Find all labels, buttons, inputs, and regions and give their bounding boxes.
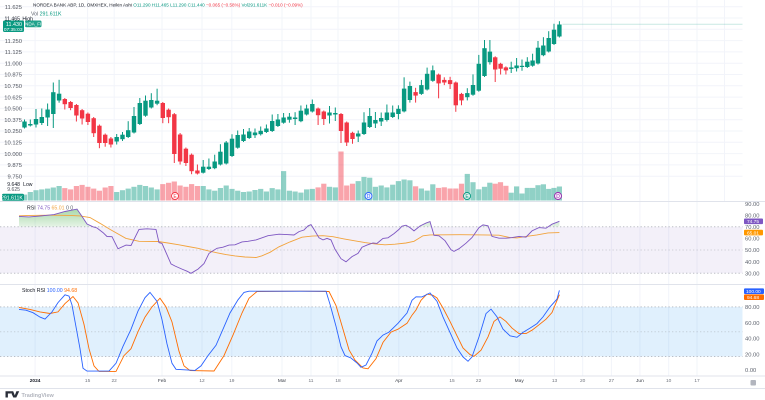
svg-text:40.00: 40.00 (745, 337, 760, 343)
svg-text:80.00: 80.00 (745, 213, 760, 219)
svg-text:18: 18 (335, 378, 341, 384)
svg-text:TradingView: TradingView (22, 393, 55, 399)
svg-text:10.500: 10.500 (4, 107, 22, 113)
svg-text:07:35:03: 07:35:03 (4, 27, 23, 33)
svg-text:11: 11 (309, 378, 314, 384)
svg-text:22: 22 (112, 378, 118, 384)
svg-text:E: E (465, 194, 469, 200)
svg-text:Feb: Feb (158, 378, 167, 384)
svg-text:9.648: 9.648 (7, 182, 20, 188)
svg-text:65.01: 65.01 (747, 231, 759, 237)
svg-text:20: 20 (580, 378, 586, 384)
svg-text:12: 12 (199, 378, 205, 384)
svg-text:74.75: 74.75 (747, 219, 759, 225)
svg-text:10.375: 10.375 (4, 118, 22, 124)
svg-text:15: 15 (85, 378, 91, 384)
svg-text:22: 22 (476, 378, 482, 384)
svg-text:10.875: 10.875 (4, 73, 22, 79)
svg-text:0.00: 0.00 (745, 368, 756, 374)
svg-text:11.430: 11.430 (6, 22, 22, 28)
svg-text:10.250: 10.250 (4, 129, 22, 135)
svg-text:10.125: 10.125 (4, 141, 22, 147)
svg-text:NORDEA BANK ABP, 1D, OMXHEX, H: NORDEA BANK ABP, 1D, OMXHEX, Heikin Ashi… (33, 3, 303, 8)
svg-text:100.00: 100.00 (746, 289, 761, 295)
svg-text:11.000: 11.000 (5, 61, 22, 67)
svg-text:70.00: 70.00 (745, 225, 760, 231)
svg-text:Jun: Jun (636, 378, 644, 384)
svg-text:27: 27 (609, 378, 615, 384)
svg-text:Apr: Apr (395, 378, 403, 384)
svg-text:High: High (22, 17, 33, 23)
svg-text:50.00: 50.00 (745, 248, 760, 254)
svg-text:10: 10 (666, 378, 672, 384)
svg-text:90.00: 90.00 (745, 202, 760, 208)
svg-text:15: 15 (449, 378, 455, 384)
svg-text:D: D (556, 194, 560, 200)
svg-text:9.625: 9.625 (7, 187, 20, 193)
svg-text:Low: Low (23, 182, 33, 188)
svg-text:11.250: 11.250 (5, 39, 22, 45)
svg-text:291.611K: 291.611K (1, 195, 23, 201)
svg-text:17: 17 (694, 378, 700, 384)
svg-text:60.00: 60.00 (745, 237, 760, 243)
svg-text:11.625: 11.625 (5, 5, 22, 11)
svg-text:RSI 74.75 65.01 0 0: RSI 74.75 65.01 0 0 (27, 205, 73, 211)
svg-text:20.00: 20.00 (745, 352, 760, 358)
svg-text:9.875: 9.875 (7, 163, 22, 169)
svg-text:94.68: 94.68 (747, 295, 759, 301)
svg-text:Mar: Mar (278, 378, 287, 384)
svg-text:Stoch RSI 100.00 94.68: Stoch RSI 100.00 94.68 (22, 288, 77, 294)
svg-text:NDA_FI: NDA_FI (25, 22, 41, 27)
svg-text:40.00: 40.00 (745, 260, 760, 266)
svg-text:10.000: 10.000 (4, 152, 22, 158)
svg-text:D: D (367, 194, 371, 200)
svg-text:9.750: 9.750 (7, 174, 22, 180)
svg-text:11.125: 11.125 (5, 50, 22, 56)
svg-text:19: 19 (229, 378, 235, 384)
svg-text:May: May (515, 378, 525, 384)
svg-text:80.00: 80.00 (745, 305, 760, 311)
svg-text:2024: 2024 (30, 378, 41, 384)
svg-text:11.465: 11.465 (5, 17, 21, 23)
svg-text:E: E (173, 194, 177, 200)
svg-text:60.00: 60.00 (745, 321, 760, 327)
svg-text:10.625: 10.625 (4, 95, 22, 101)
svg-text:Vol 291.611K: Vol 291.611K (31, 11, 62, 17)
svg-text:30.00: 30.00 (745, 271, 760, 277)
svg-text:13: 13 (552, 378, 558, 384)
svg-text:10.750: 10.750 (4, 84, 22, 90)
